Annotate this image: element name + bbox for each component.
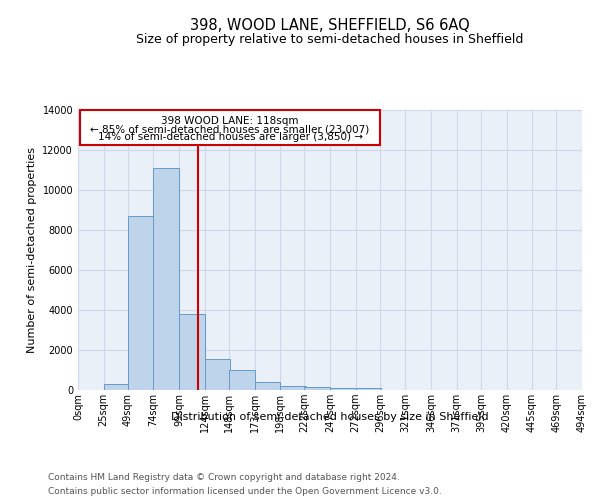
Bar: [179, 314, 205, 390]
Text: Contains HM Land Registry data © Crown copyright and database right 2024.: Contains HM Land Registry data © Crown c…: [48, 472, 400, 482]
Bar: [154, 168, 179, 390]
Bar: [280, 386, 305, 390]
Bar: [304, 388, 330, 390]
Text: Distribution of semi-detached houses by size in Sheffield: Distribution of semi-detached houses by …: [171, 412, 489, 422]
Text: Contains public sector information licensed under the Open Government Licence v3: Contains public sector information licen…: [48, 488, 442, 496]
Bar: [80, 110, 380, 145]
Bar: [356, 388, 381, 390]
Text: 14% of semi-detached houses are larger (3,850) →: 14% of semi-detached houses are larger (…: [98, 132, 362, 142]
Bar: [229, 370, 254, 390]
Text: ← 85% of semi-detached houses are smaller (23,007): ← 85% of semi-detached houses are smalle…: [91, 124, 370, 134]
Y-axis label: Number of semi-detached properties: Number of semi-detached properties: [27, 147, 37, 353]
Bar: [330, 388, 356, 390]
Text: 398 WOOD LANE: 118sqm: 398 WOOD LANE: 118sqm: [161, 116, 299, 126]
Bar: [254, 382, 280, 390]
Text: 398, WOOD LANE, SHEFFIELD, S6 6AQ: 398, WOOD LANE, SHEFFIELD, S6 6AQ: [190, 18, 470, 32]
Bar: [205, 359, 230, 390]
Bar: [128, 216, 154, 390]
Text: Size of property relative to semi-detached houses in Sheffield: Size of property relative to semi-detach…: [136, 32, 524, 46]
Bar: [104, 384, 129, 390]
